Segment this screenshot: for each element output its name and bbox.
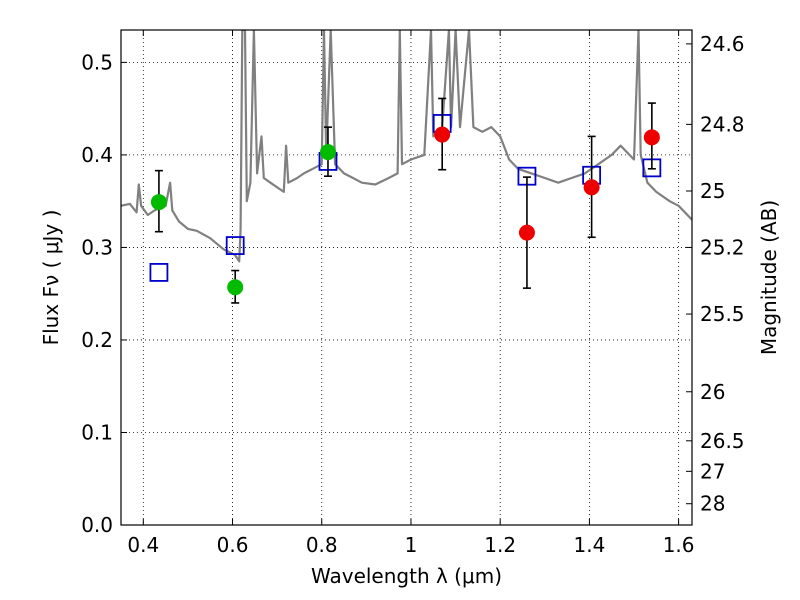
y-tick-label: 0.3	[81, 235, 113, 259]
open-square-point	[225, 236, 245, 255]
y-axis-label: Flux Fν ( μJy )	[39, 210, 63, 346]
y-tick-label: 0.1	[81, 420, 113, 444]
plot-area	[121, 30, 692, 304]
filled-circle-point	[319, 144, 336, 161]
right-axis-tick-label: 27	[700, 459, 725, 483]
y-tick-label: 0.5	[81, 50, 113, 74]
right-axis-tick-label: 25	[700, 179, 725, 203]
x-tick-label: 1	[405, 533, 418, 557]
y-tick-label: 0.0	[81, 513, 113, 537]
spectrum-line	[121, 30, 692, 263]
y-tick-label: 0.2	[81, 328, 113, 352]
x-tick-label: 1.2	[484, 533, 516, 557]
tick-marks	[121, 30, 692, 526]
filled-circle-point	[227, 279, 244, 296]
x-axis-label: Wavelength λ (μm)	[311, 564, 502, 588]
right-axis-tick-label: 26.5	[700, 429, 745, 453]
x-tick-label: 0.4	[127, 533, 159, 557]
filled-circle-point	[643, 129, 660, 146]
right-axis-tick-label: 24.8	[700, 112, 745, 136]
filled-circle-point	[583, 179, 600, 196]
right-axis-tick-label: 25.5	[700, 302, 745, 326]
filled-circle-point	[434, 126, 451, 143]
right-axis-tick-label: 24.6	[700, 32, 745, 56]
x-tick-label: 1.6	[663, 533, 695, 557]
filled-circle-point	[150, 194, 167, 211]
x-tick-label: 1.4	[573, 533, 605, 557]
right-axis-tick-label: 25.2	[700, 235, 745, 259]
grid-lines	[121, 30, 692, 526]
plot-frame	[120, 29, 693, 526]
open-square-point	[149, 263, 169, 282]
x-tick-label: 0.6	[217, 533, 249, 557]
y-tick-label: 0.4	[81, 143, 113, 167]
right-axis-label: Magnitude (AB)	[757, 200, 781, 355]
filled-circle-point	[518, 224, 535, 241]
right-axis-tick-label: 26	[700, 380, 725, 404]
right-axis-tick-label: 28	[700, 492, 725, 516]
x-tick-label: 0.8	[306, 533, 338, 557]
tick-labels: 0.4 0.6 0.8 1 1.2 1.4 1.6 0.0 0.1 0.2 0.3 0.4 0.5 24.…	[81, 32, 744, 557]
